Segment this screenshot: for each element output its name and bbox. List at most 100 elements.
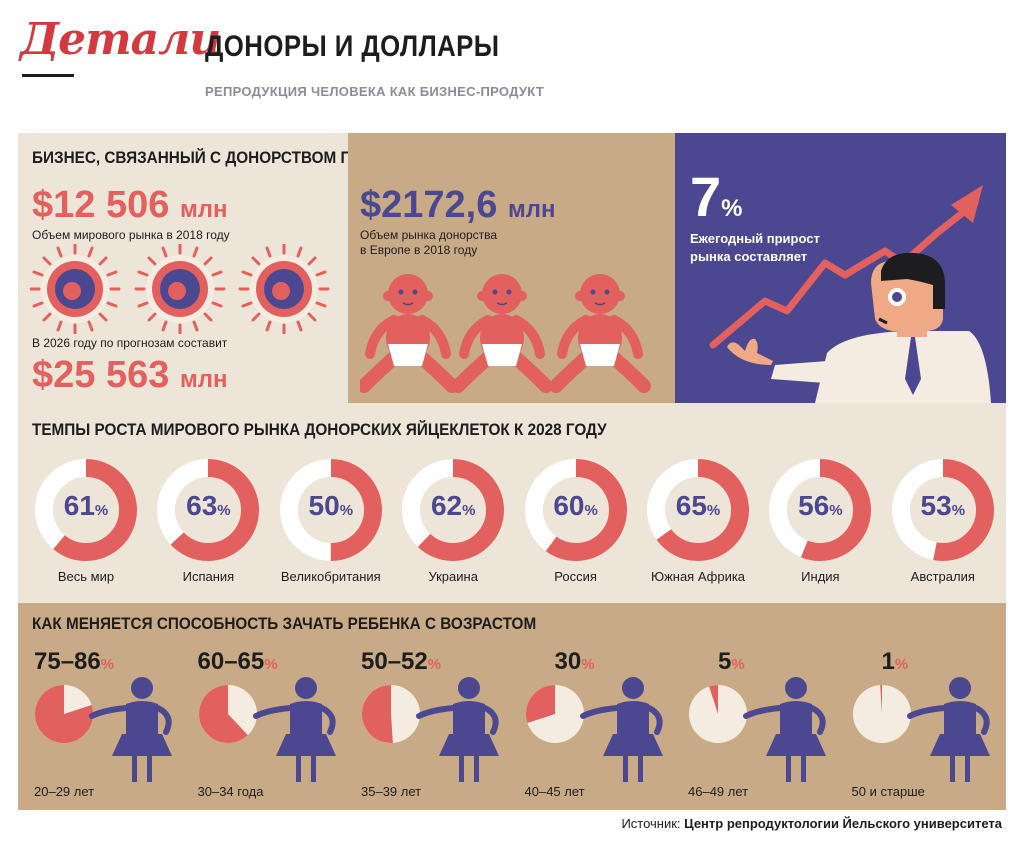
fertility-value-unit: % — [100, 656, 115, 673]
pie-slice — [34, 685, 93, 743]
growth-arrow-head — [951, 185, 983, 223]
egg-market-growth-panel — [18, 403, 1006, 603]
man-shirt — [815, 331, 991, 403]
world-market-value: $12 506 млн — [32, 184, 228, 226]
ring-chart-6: 56% — [768, 458, 872, 567]
growth-rate-value: 7% — [690, 165, 743, 228]
fertility-value-number: 1 — [881, 648, 895, 675]
fertility-title: КАК МЕНЯЕТСЯ СПОСОБНОСТЬ ЗАЧАТЬ РЕБЕНКА … — [32, 614, 537, 633]
europe-market-caption: Объем рынка донорства в Европе в 2018 го… — [360, 228, 498, 257]
baby-icon — [556, 274, 644, 386]
ring-chart-svg — [769, 459, 872, 561]
fertility-figure — [34, 677, 172, 782]
fertility-value-unit: % — [894, 656, 909, 673]
growth-rate-caption: Ежегодный прирост рынка составляет — [690, 231, 820, 264]
ring-fill — [769, 459, 872, 561]
ring-chart-2: 50% — [279, 458, 383, 567]
egg-cells-illustration — [30, 244, 330, 334]
fertility-age-label: 30–34 года — [197, 784, 264, 799]
fertility-value-unit: % — [581, 656, 595, 673]
ring-label: Южная Африка — [650, 569, 746, 584]
man-tie — [905, 337, 921, 395]
ring-fill — [279, 459, 382, 561]
ring-fill — [524, 459, 627, 561]
ring-value-number: 62 — [430, 490, 463, 521]
fertility-age-label: 20–29 лет — [34, 784, 95, 799]
fertility-value-number: 60–65 — [197, 648, 265, 675]
fertility-figure — [852, 677, 990, 782]
ring-chart-svg — [647, 459, 749, 561]
ring-fill — [157, 459, 260, 561]
woman-icon — [416, 677, 499, 782]
ring-chart-svg — [891, 459, 994, 561]
ring-label: Украина — [428, 569, 478, 584]
ring-value: 50% — [279, 490, 383, 522]
ring-label: Австралия — [910, 569, 975, 584]
ring-fill — [402, 459, 505, 561]
fertility-figure — [361, 677, 499, 782]
ring-chart-4: 60% — [524, 458, 628, 567]
ring-label: Россия — [554, 569, 597, 584]
ring-value-unit: % — [584, 502, 598, 519]
world-market-caption: Объем мирового рынка в 2018 году — [32, 228, 230, 242]
babies-illustration — [360, 268, 660, 398]
pie-slice — [879, 685, 882, 714]
fertility-age-label: 46–49 лет — [688, 784, 749, 799]
baby-icon — [458, 274, 546, 386]
logo: Детали — [20, 14, 221, 76]
fertility-value-number: 30 — [554, 648, 582, 675]
fertility-figure — [525, 677, 663, 782]
europe-market-value: $2172,6 млн — [360, 184, 556, 226]
egg-cell-icon — [134, 244, 226, 334]
fertility-value-unit: % — [731, 656, 745, 673]
fertility-value-number: 5 — [718, 648, 732, 675]
fertility-value-unit: % — [427, 656, 442, 673]
growth-arrow-line — [709, 199, 979, 349]
ring-value-unit: % — [462, 502, 476, 519]
ring-value-number: 61 — [63, 490, 95, 521]
source-note: Источник: Центр репродуктологии Йельског… — [621, 816, 1002, 831]
pie-slice — [198, 685, 248, 743]
ring-value-number: 63 — [186, 490, 218, 521]
ring-value: 60% — [524, 490, 628, 522]
woman-icon — [579, 677, 663, 782]
fertility-figure — [689, 677, 826, 782]
ring-chart-1: 63% — [156, 458, 260, 567]
ring-chart-3: 62% — [401, 458, 505, 567]
ring-value: 53% — [891, 490, 995, 522]
woman-icon — [252, 677, 336, 782]
ring-chart-svg — [524, 459, 627, 561]
fertility-value: 50–52% — [361, 648, 441, 676]
ring-chart-svg — [35, 459, 137, 561]
ring-value-unit: % — [94, 502, 109, 519]
baby-icon — [364, 274, 452, 386]
fertility-panel — [18, 603, 1006, 810]
ring-chart-svg — [279, 459, 382, 561]
egg-cell-icon — [30, 244, 121, 334]
ring-value-unit: % — [951, 502, 966, 519]
egg-cell-icon — [238, 244, 330, 334]
woman-icon — [906, 677, 990, 782]
page-subtitle: РЕПРОДУКЦИЯ ЧЕЛОВЕКА КАК БИЗНЕС-ПРОДУКТ — [205, 84, 545, 99]
ring-chart-7: 53% — [891, 458, 995, 567]
ring-value-number: 53 — [920, 490, 952, 521]
ring-value-number: 50 — [308, 490, 340, 521]
woman-icon — [743, 677, 826, 782]
logo-underline — [22, 74, 74, 77]
ring-label: Весь мир — [57, 569, 115, 584]
ring-value: 63% — [156, 490, 260, 522]
ring-value: 61% — [34, 490, 138, 522]
ring-value-number: 65 — [675, 490, 707, 521]
fertility-age-label: 35–39 лет — [361, 784, 422, 799]
ring-fill — [35, 459, 137, 561]
page-title: ДОНОРЫ И ДОЛЛАРЫ — [205, 30, 500, 63]
man-hair — [881, 252, 945, 309]
fertility-value: 30% — [555, 648, 595, 676]
ring-chart-5: 65% — [646, 458, 750, 567]
ring-value: 62% — [401, 490, 505, 522]
ring-label: Индия — [801, 569, 840, 584]
fertility-value-unit: % — [264, 656, 278, 673]
pie-slice — [361, 685, 393, 743]
fertility-age-label: 50 и старше — [851, 784, 925, 799]
fertility-value: 1% — [882, 648, 909, 676]
